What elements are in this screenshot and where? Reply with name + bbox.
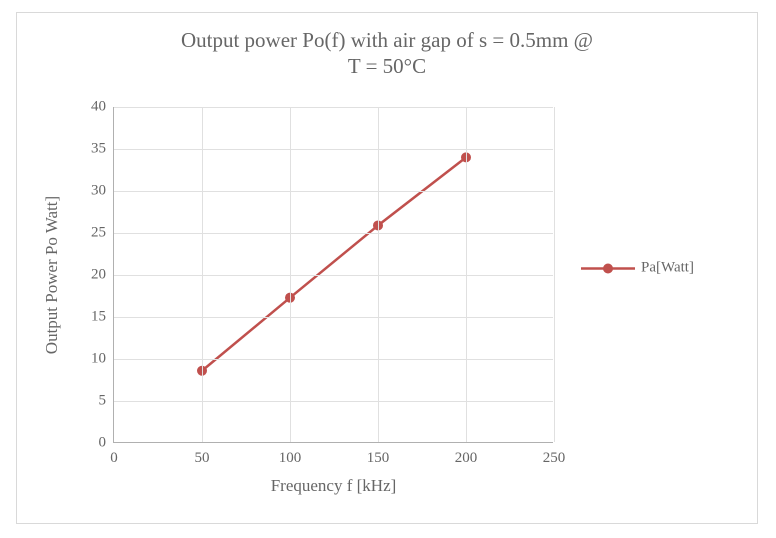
y-tick-label: 35 [91,141,106,158]
gridline-h [114,149,553,150]
x-axis-label: Frequency f [kHz] [271,476,397,496]
gridline-v [378,107,379,442]
chart-frame: Output power Po(f) with air gap of s = 0… [16,12,758,524]
gridline-v [202,107,203,442]
y-tick-label: 5 [99,393,107,410]
gridline-h [114,233,553,234]
y-tick-label: 0 [99,435,107,452]
x-tick-label: 50 [195,450,210,467]
gridline-h [114,359,553,360]
y-axis-label: Output Power Po Watt] [42,195,62,353]
series-line [202,157,466,370]
y-tick-label: 10 [91,351,106,368]
gridline-h [114,191,553,192]
x-tick-label: 0 [110,450,118,467]
x-tick-label: 250 [543,450,566,467]
y-tick-label: 15 [91,309,106,326]
y-tick-label: 25 [91,225,106,242]
chart-title-line2: T = 50°C [348,54,426,78]
legend-label: Pa[Watt] [641,260,694,277]
gridline-v [290,107,291,442]
gridline-h [114,275,553,276]
gridline-v [466,107,467,442]
legend: Pa[Watt] [581,260,694,277]
gridline-h [114,401,553,402]
gridline-h [114,107,553,108]
gridline-v [554,107,555,442]
gridline-h [114,317,553,318]
plot-area: Output Power Po Watt] Frequency f [kHz] … [113,107,553,443]
y-tick-label: 20 [91,267,106,284]
chart-title-line1: Output power Po(f) with air gap of s = 0… [181,28,593,52]
x-tick-label: 100 [279,450,302,467]
x-tick-label: 150 [367,450,390,467]
y-tick-label: 40 [91,99,106,116]
y-tick-label: 30 [91,183,106,200]
x-tick-label: 200 [455,450,478,467]
legend-marker-svg [581,261,635,275]
chart-title: Output power Po(f) with air gap of s = 0… [17,27,757,80]
